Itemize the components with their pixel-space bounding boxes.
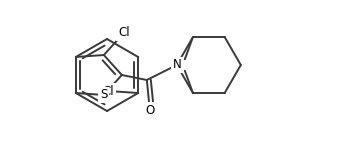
Text: S: S	[100, 89, 108, 102]
Text: O: O	[145, 104, 155, 117]
Text: Cl: Cl	[102, 84, 114, 97]
Text: N: N	[172, 58, 181, 71]
Text: Cl: Cl	[118, 27, 130, 40]
